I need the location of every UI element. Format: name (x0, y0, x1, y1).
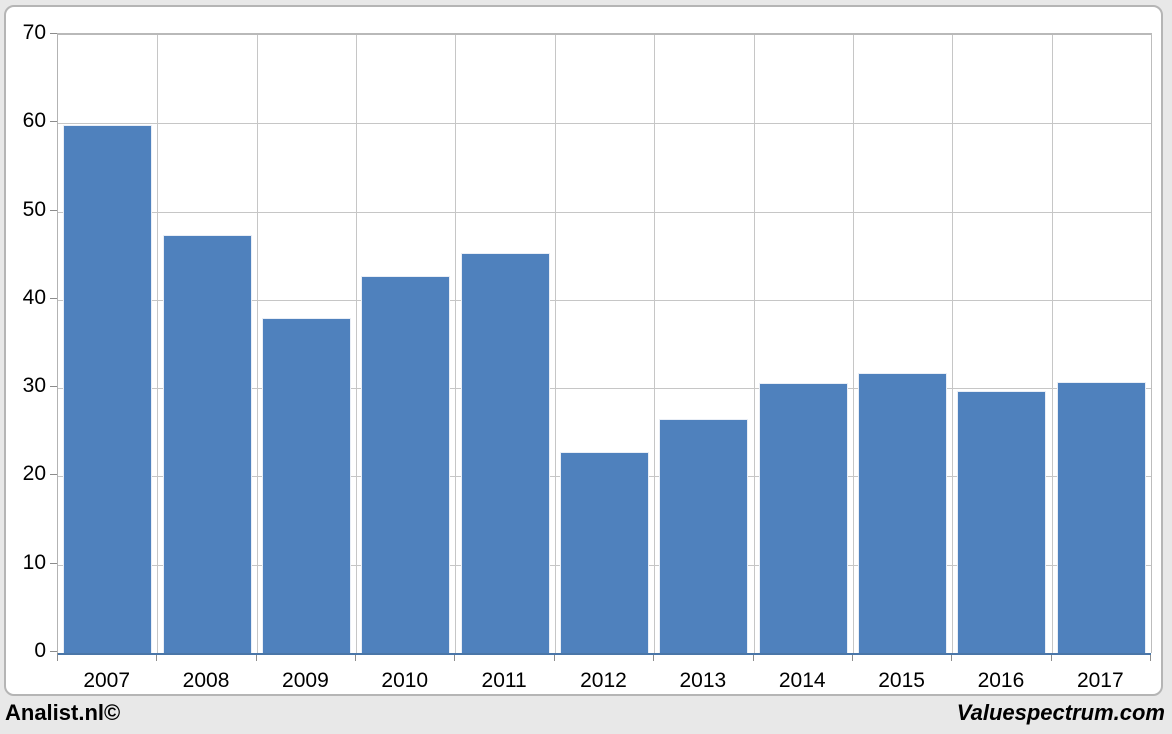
y-tick (50, 297, 57, 299)
bar-2008 (162, 234, 252, 653)
x-axis-label: 2015 (878, 669, 925, 692)
gridline-v (852, 35, 854, 653)
x-tick (653, 653, 655, 661)
gridline-h (58, 299, 1151, 301)
gridline-v (554, 35, 556, 653)
gridline-v (1051, 35, 1053, 653)
y-tick (50, 562, 57, 564)
bar-2010 (361, 276, 451, 653)
y-tick (50, 121, 57, 123)
bar-2009 (261, 317, 351, 653)
y-tick (50, 474, 57, 476)
gridline-h (58, 211, 1151, 213)
y-axis-label: 30 (22, 374, 46, 398)
y-axis-label: 50 (22, 197, 46, 221)
analist-credit: Analist.nl© (5, 700, 121, 725)
y-axis-label: 60 (22, 109, 46, 133)
gridline-v (654, 35, 656, 653)
x-tick (553, 653, 555, 661)
y-axis-label: 40 (22, 285, 46, 309)
y-axis-label: 70 (22, 21, 46, 44)
gridline-v (157, 35, 159, 653)
gridline-v (356, 35, 358, 653)
bar-2015 (858, 373, 948, 653)
y-tick (50, 651, 57, 652)
y-tick (50, 33, 57, 34)
gridline-v (952, 35, 954, 653)
bar-2013 (659, 419, 749, 653)
x-tick (851, 653, 853, 661)
bar-2011 (460, 253, 550, 653)
y-axis-label: 0 (34, 639, 46, 662)
x-axis-label: 2007 (83, 669, 131, 692)
x-tick (1050, 653, 1052, 661)
x-axis-label: 2016 (977, 669, 1025, 692)
bar-2014 (758, 382, 848, 653)
plot-area (57, 33, 1152, 655)
x-tick (255, 653, 257, 661)
x-tick (1150, 653, 1151, 661)
gridline-h (58, 388, 1151, 390)
x-tick (454, 653, 456, 661)
bar-2007 (63, 125, 153, 653)
x-axis-line (58, 653, 1151, 655)
bar-2016 (957, 390, 1047, 653)
x-tick (951, 653, 953, 661)
y-axis-label: 10 (22, 550, 46, 574)
x-axis-label: 2011 (481, 669, 527, 692)
bar-2017 (1056, 381, 1146, 653)
x-axis-label: 2013 (679, 669, 727, 692)
x-tick (156, 653, 158, 661)
gridline-h (58, 123, 1151, 125)
bar-2012 (560, 451, 649, 653)
gridline-v (753, 35, 755, 653)
x-axis-label: 2008 (182, 669, 230, 692)
x-axis-label: 2010 (381, 669, 429, 692)
y-tick (50, 209, 57, 211)
valuespectrum-credit: Valuespectrum.com (956, 700, 1165, 725)
x-axis-label: 2012 (580, 669, 627, 692)
x-tick (57, 653, 58, 661)
y-axis-label: 20 (22, 462, 46, 486)
x-tick (355, 653, 357, 661)
y-tick (50, 386, 57, 388)
x-axis-label: 2017 (1076, 669, 1124, 692)
gridline-v (256, 35, 258, 653)
x-axis-label: 2014 (778, 669, 826, 692)
x-axis-label: 2009 (282, 669, 329, 692)
gridline-v (455, 35, 457, 653)
x-tick (752, 653, 754, 661)
